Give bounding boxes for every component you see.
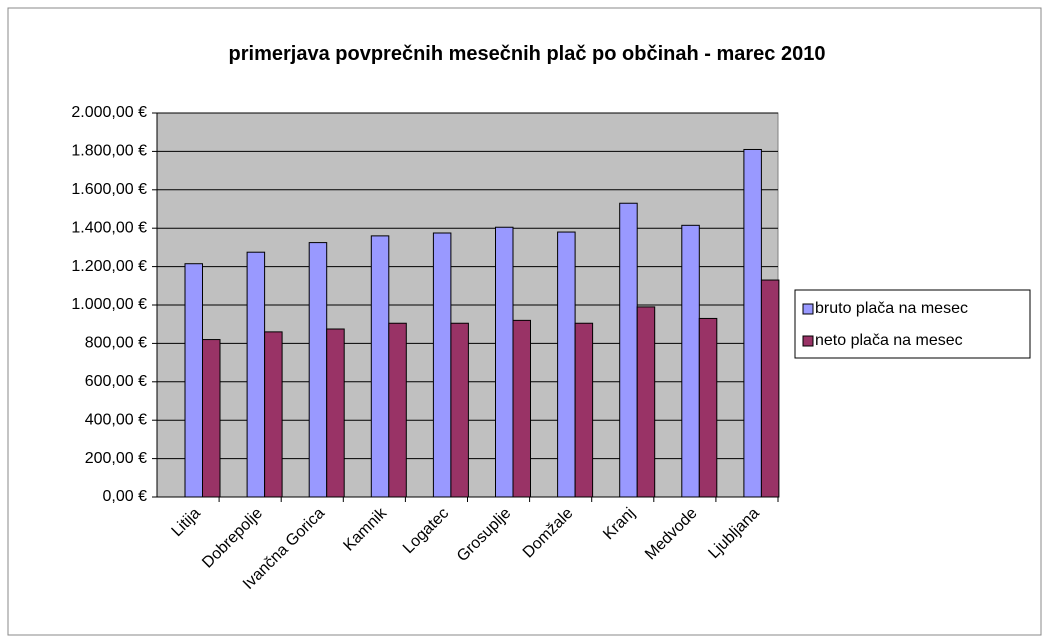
y-tick-label: 1.200,00 €	[71, 258, 147, 275]
legend-label: bruto plača na mesec	[815, 300, 968, 317]
bar	[743, 148, 762, 498]
bar	[698, 317, 718, 498]
bar	[432, 232, 452, 498]
bar	[681, 224, 700, 498]
bar	[619, 202, 638, 498]
bar	[308, 242, 328, 498]
bar	[264, 331, 283, 498]
legend	[794, 289, 1031, 359]
legend-swatch	[802, 335, 814, 347]
bar	[495, 226, 514, 498]
y-tick-label: 400,00 €	[85, 411, 147, 428]
bar	[512, 319, 531, 498]
chart-title: primerjava povprečnih mesečnih plač po o…	[228, 43, 826, 65]
bar	[450, 322, 469, 498]
y-tick-label: 0,00 €	[103, 488, 148, 505]
legend-label: neto plača na mesec	[815, 332, 963, 349]
y-tick-label: 800,00 €	[85, 335, 147, 352]
bar	[184, 263, 203, 498]
bar	[557, 231, 576, 498]
y-tick-label: 2.000,00 €	[71, 104, 147, 121]
bar	[760, 279, 780, 498]
bar	[246, 251, 266, 498]
bar	[202, 339, 221, 498]
legend-swatch	[802, 303, 814, 315]
y-tick-label: 1.400,00 €	[71, 219, 147, 236]
y-tick-label: 1.600,00 €	[71, 181, 147, 198]
y-tick-label: 600,00 €	[85, 373, 147, 390]
bar	[636, 306, 656, 498]
y-tick-label: 1.000,00 €	[71, 296, 147, 313]
bar	[388, 322, 407, 498]
y-tick-label: 200,00 €	[85, 450, 147, 467]
bar	[326, 328, 345, 498]
bar	[370, 235, 390, 498]
bar	[574, 322, 594, 498]
y-tick-label: 1.800,00 €	[71, 143, 147, 160]
